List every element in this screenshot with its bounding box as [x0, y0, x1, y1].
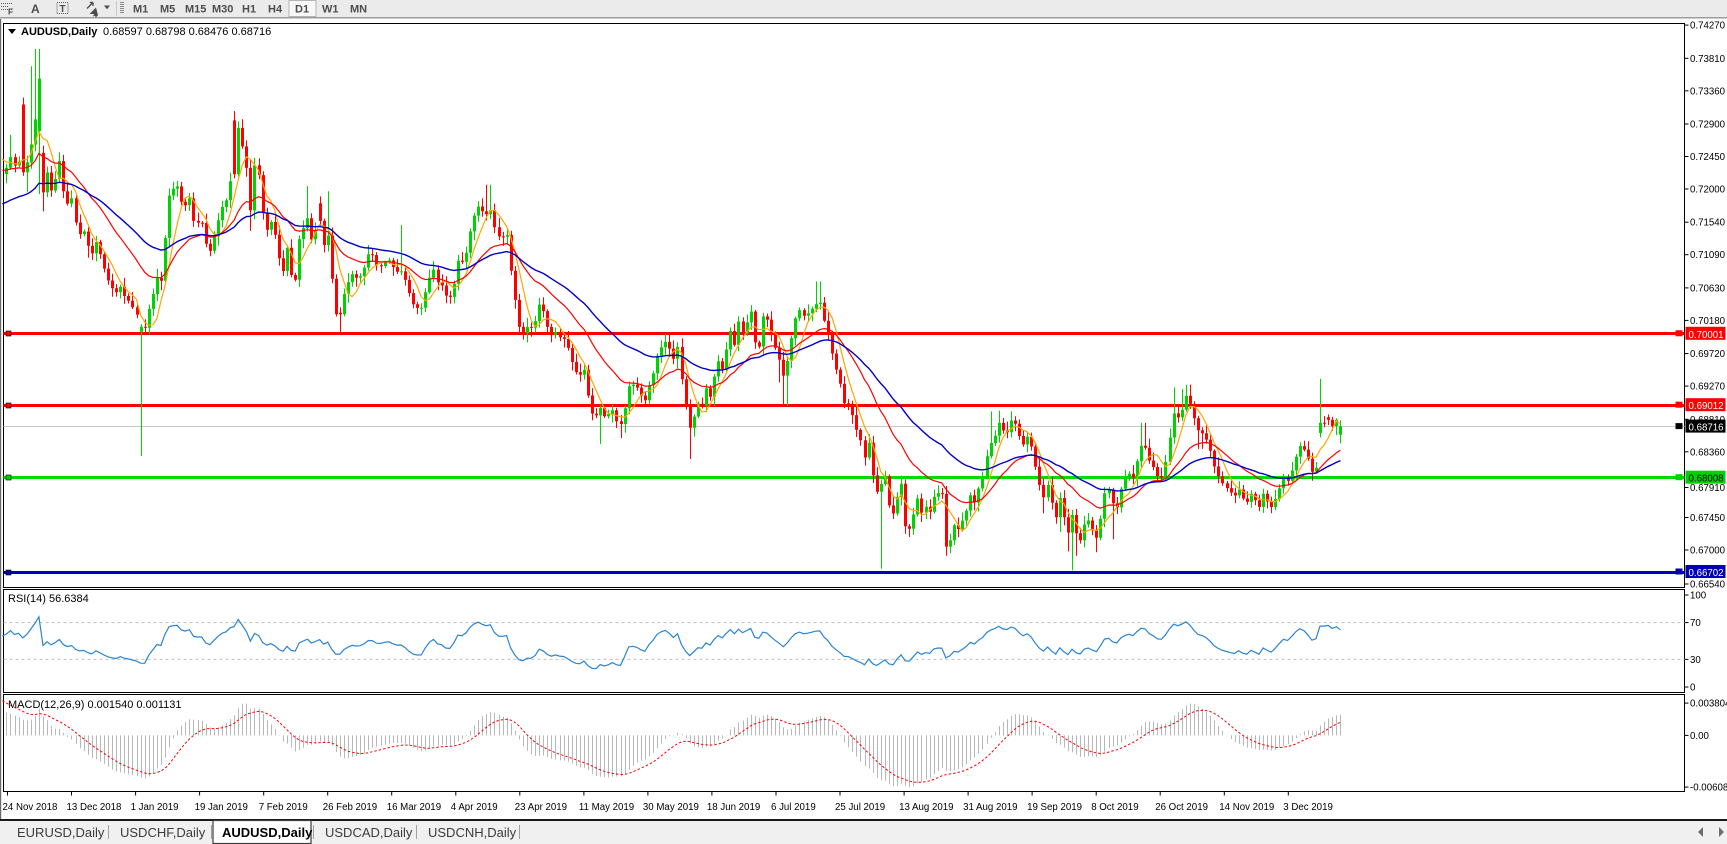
svg-text:AUDUSD,Daily: AUDUSD,Daily [222, 825, 313, 840]
svg-text:16 Mar 2019: 16 Mar 2019 [387, 802, 441, 813]
svg-text:0.68716: 0.68716 [1689, 423, 1724, 434]
svg-text:0.68597 0.68798 0.68476 0.6871: 0.68597 0.68798 0.68476 0.68716 [103, 26, 271, 38]
svg-text:0.71540: 0.71540 [1690, 218, 1726, 229]
svg-text:MACD(12,26,9) 0.001540 0.00113: MACD(12,26,9) 0.001540 0.001131 [8, 699, 181, 711]
svg-text:0.68360: 0.68360 [1690, 447, 1726, 458]
svg-text:M1: M1 [133, 4, 148, 16]
svg-text:18 Jun 2019: 18 Jun 2019 [707, 802, 760, 813]
svg-text:USDCHF,Daily: USDCHF,Daily [120, 825, 206, 840]
svg-text:T: T [60, 4, 66, 15]
svg-text:1 Jan 2019: 1 Jan 2019 [131, 802, 179, 813]
svg-text:H1: H1 [242, 4, 256, 16]
svg-text:31 Aug 2019: 31 Aug 2019 [963, 802, 1017, 813]
svg-text:0.00: 0.00 [1690, 731, 1709, 742]
svg-text:100: 100 [1690, 591, 1707, 602]
svg-text:14 Nov 2019: 14 Nov 2019 [1219, 802, 1274, 813]
svg-text:6 Jul 2019: 6 Jul 2019 [771, 802, 816, 813]
svg-text:0.003804: 0.003804 [1690, 699, 1727, 710]
svg-text:M30: M30 [212, 4, 233, 16]
svg-text:3 Dec 2019: 3 Dec 2019 [1283, 802, 1333, 813]
svg-text:0.73360: 0.73360 [1690, 86, 1726, 97]
svg-text:0.67910: 0.67910 [1690, 483, 1726, 494]
svg-text:USDCAD,Daily: USDCAD,Daily [325, 825, 413, 840]
svg-text:USDCNH,Daily: USDCNH,Daily [428, 825, 517, 840]
svg-text:M5: M5 [160, 4, 175, 16]
svg-text:A: A [31, 2, 40, 16]
svg-text:0.70180: 0.70180 [1690, 316, 1726, 327]
svg-text:0.70001: 0.70001 [1689, 330, 1724, 341]
svg-text:70: 70 [1690, 618, 1701, 629]
svg-text:EURUSD,Daily: EURUSD,Daily [17, 825, 105, 840]
svg-text:25 Jul 2019: 25 Jul 2019 [835, 802, 885, 813]
svg-text:D1: D1 [295, 4, 309, 16]
svg-text:26 Feb 2019: 26 Feb 2019 [323, 802, 377, 813]
svg-text:AUDUSD,Daily: AUDUSD,Daily [21, 26, 98, 38]
svg-text:24 Nov 2018: 24 Nov 2018 [3, 802, 58, 813]
svg-text:19 Sep 2019: 19 Sep 2019 [1027, 802, 1082, 813]
svg-text:0.69012: 0.69012 [1689, 401, 1724, 412]
svg-text:MN: MN [350, 4, 367, 16]
svg-text:0.67450: 0.67450 [1690, 513, 1726, 524]
svg-text:4 Apr 2019: 4 Apr 2019 [451, 802, 498, 813]
svg-text:0.66540: 0.66540 [1690, 580, 1726, 591]
svg-text:30: 30 [1690, 655, 1701, 666]
svg-text:0.72900: 0.72900 [1690, 120, 1726, 131]
svg-text:0.71090: 0.71090 [1690, 250, 1726, 261]
svg-text:7 Feb 2019: 7 Feb 2019 [259, 802, 308, 813]
svg-text:F: F [8, 7, 13, 17]
svg-text:13 Aug 2019: 13 Aug 2019 [899, 802, 953, 813]
svg-text:0.66702: 0.66702 [1689, 568, 1724, 579]
svg-text:0.68008: 0.68008 [1689, 474, 1724, 485]
svg-text:30 May 2019: 30 May 2019 [643, 802, 699, 813]
svg-text:0.69720: 0.69720 [1690, 349, 1726, 360]
svg-text:19 Jan 2019: 19 Jan 2019 [195, 802, 248, 813]
svg-text:13 Dec 2018: 13 Dec 2018 [67, 802, 122, 813]
svg-text:M15: M15 [185, 4, 206, 16]
svg-text:0.72000: 0.72000 [1690, 185, 1726, 196]
svg-text:8 Oct 2019: 8 Oct 2019 [1091, 802, 1138, 813]
svg-text:26 Oct 2019: 26 Oct 2019 [1155, 802, 1208, 813]
svg-text:0.72450: 0.72450 [1690, 152, 1726, 163]
svg-text:W1: W1 [322, 4, 339, 16]
svg-text:0.70630: 0.70630 [1690, 283, 1726, 294]
svg-text:-0.006087: -0.006087 [1690, 783, 1727, 794]
svg-text:0.73810: 0.73810 [1690, 54, 1726, 65]
svg-text:0.67000: 0.67000 [1690, 546, 1726, 557]
svg-text:0.74270: 0.74270 [1690, 21, 1726, 32]
svg-text:0.69270: 0.69270 [1690, 382, 1726, 393]
svg-text:0: 0 [1690, 683, 1696, 694]
svg-text:11 May 2019: 11 May 2019 [579, 802, 634, 813]
svg-text:H4: H4 [268, 4, 283, 16]
svg-text:RSI(14) 56.6384: RSI(14) 56.6384 [8, 593, 89, 605]
svg-text:23 Apr 2019: 23 Apr 2019 [515, 802, 567, 813]
